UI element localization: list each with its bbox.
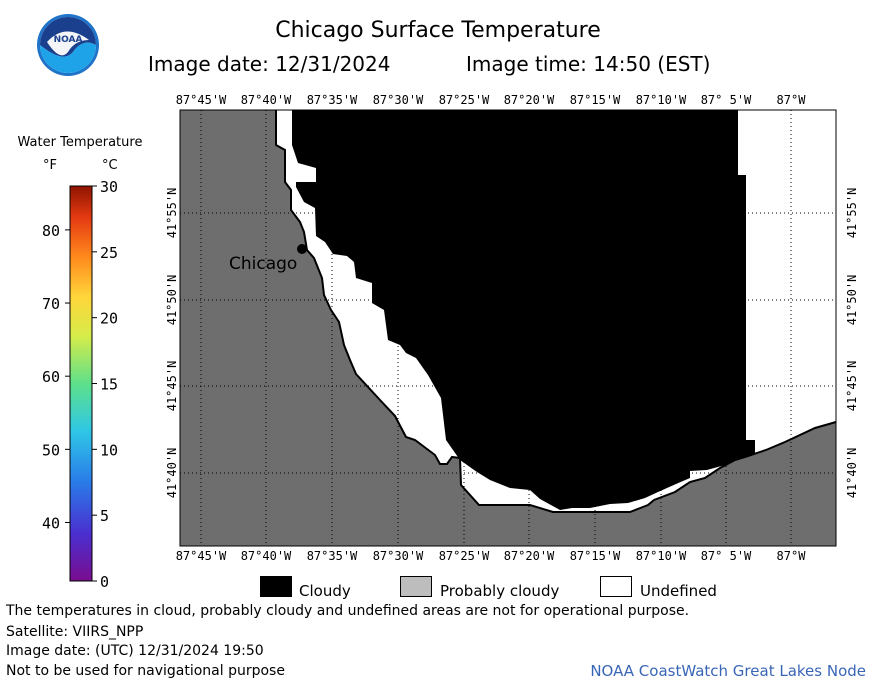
lat-label-right: 41°45'N	[845, 361, 859, 412]
lon-label-top: 87°W	[777, 93, 807, 107]
lat-labels-left: 41°55'N 41°50'N 41°45'N 41°40'N	[165, 188, 179, 499]
legend-label-probably-cloudy: Probably cloudy	[440, 582, 560, 600]
colorbar-c-tick: 25	[100, 244, 118, 262]
colorbar-c-tick: 5	[100, 507, 109, 525]
lon-label-top: 87°10'W	[636, 93, 687, 107]
image-date: Image date: 12/31/2024	[148, 52, 391, 76]
colorbar-c-tick: 15	[100, 376, 118, 394]
colorbar-f-tick: 80	[42, 222, 60, 240]
page-title: Chicago Surface Temperature	[275, 18, 601, 43]
lon-label-top: 87°35'W	[307, 93, 358, 107]
colorbar-unit-f: °F	[43, 158, 57, 173]
lon-label-bottom: 87° 5'W	[701, 549, 752, 563]
lon-label-bottom: 87°10'W	[636, 549, 687, 563]
lat-label-left: 41°40'N	[165, 448, 179, 499]
lon-label-bottom: 87°35'W	[307, 549, 358, 563]
colorbar-f-tick: 50	[42, 441, 60, 459]
footer-satellite: Satellite: VIIRS_NPP	[6, 624, 144, 640]
colorbar-c-tick: 10	[100, 441, 118, 459]
image-time: Image time: 14:50 (EST)	[466, 52, 711, 76]
legend-swatch-cloudy	[260, 576, 292, 597]
lon-label-bottom: 87°30'W	[373, 549, 424, 563]
lon-label-bottom: 87°40'W	[241, 549, 292, 563]
lon-label-top: 87°20'W	[504, 93, 555, 107]
colorbar-f-tick: 40	[42, 514, 60, 532]
lon-label-top: 87°40'W	[241, 93, 292, 107]
lon-label-bottom: 87°25'W	[439, 549, 490, 563]
chicago-label: Chicago	[229, 254, 297, 274]
lat-label-right: 41°50'N	[845, 275, 859, 326]
lon-label-bottom: 87°W	[777, 549, 807, 563]
lat-label-left: 41°50'N	[165, 275, 179, 326]
chicago-marker	[297, 244, 307, 254]
lon-labels-bottom: 87°45'W 87°40'W 87°35'W 87°30'W 87°25'W 87°20…	[176, 549, 807, 563]
noaa-logo-text: NOAA	[54, 35, 83, 45]
colorbar-c-tick: 20	[100, 310, 118, 328]
map-grid	[180, 110, 836, 546]
lon-label-top: 87°30'W	[373, 93, 424, 107]
cloudy-area	[292, 110, 755, 510]
colorbar-f-tick: 60	[42, 368, 60, 386]
lon-label-bottom: 87°15'W	[570, 549, 621, 563]
legend-swatch-undefined	[600, 576, 632, 597]
lat-label-left: 41°45'N	[165, 361, 179, 412]
lon-label-top: 87°15'W	[570, 93, 621, 107]
footer-credit: NOAA CoastWatch Great Lakes Node	[590, 662, 866, 680]
colorbar-c-tick: 30	[100, 178, 118, 196]
lon-label-bottom: 87°45'W	[176, 549, 227, 563]
colorbar-unit-c: °C	[102, 158, 118, 173]
colorbar	[69, 185, 93, 582]
coastline	[275, 110, 837, 513]
legend-label-cloudy: Cloudy	[299, 582, 351, 600]
footer-note: The temperatures in cloud, probably clou…	[6, 603, 690, 619]
footer-utc-date: Image date: (UTC) 12/31/2024 19:50	[6, 643, 264, 659]
footer-nav-warning: Not to be used for navigational purpose	[6, 663, 285, 679]
colorbar-f-tick: 70	[42, 295, 60, 313]
lat-label-left: 41°55'N	[165, 188, 179, 239]
lon-label-top: 87°25'W	[439, 93, 490, 107]
legend-swatch-probably-cloudy	[400, 576, 432, 597]
lon-label-top: 87° 5'W	[701, 93, 752, 107]
land-area	[180, 110, 836, 546]
legend-label-undefined: Undefined	[640, 582, 717, 600]
lon-labels-top: 87°45'W 87°40'W 87°35'W 87°30'W 87°25'W 87°20…	[176, 93, 807, 107]
lat-label-right: 41°40'N	[845, 448, 859, 499]
lon-label-top: 87°45'W	[176, 93, 227, 107]
lat-label-right: 41°55'N	[845, 188, 859, 239]
lat-labels-right: 41°55'N 41°50'N 41°45'N 41°40'N	[845, 188, 859, 499]
colorbar-c-tick: 0	[100, 573, 109, 591]
map-frame	[179, 109, 837, 547]
colorbar-title: Water Temperature	[17, 135, 143, 150]
noaa-logo: NOAA	[37, 14, 99, 76]
colorbar-ticks: 0 5 10 15 20 25 30 40 50 60 70 80	[42, 178, 118, 591]
lon-label-bottom: 87°20'W	[504, 549, 555, 563]
